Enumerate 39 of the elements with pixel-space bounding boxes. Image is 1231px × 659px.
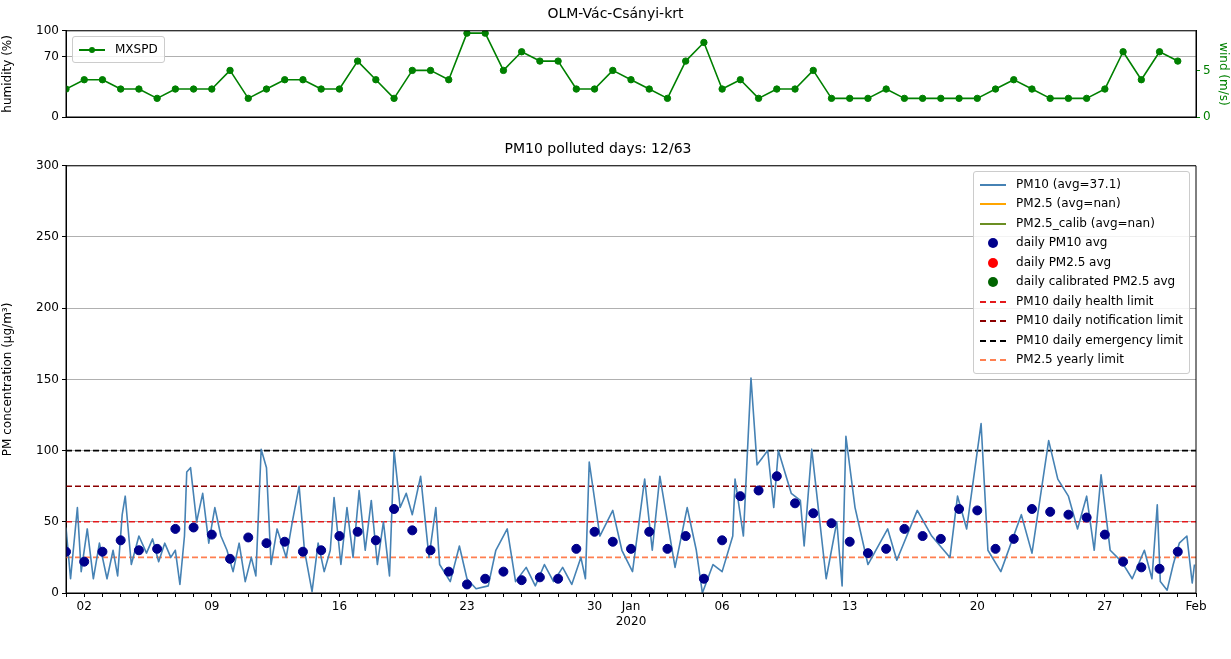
y-tick-label: 50 [43,513,59,528]
x-tick-label: 09 [204,599,220,614]
x-tick-label: 13 [842,599,858,614]
legend-label: PM2.5 (avg=nan) [1016,195,1121,213]
y-tick-label: 100 [36,442,59,457]
legend-label: MXSPD [115,40,158,58]
legend-label: PM10 daily health limit [1016,292,1154,310]
legend-label: PM2.5 yearly limit [1016,351,1124,369]
chart-title: OLM-Vác-Csányi-krt [547,5,685,22]
y-tick-label: 150 [36,371,59,386]
legend-label: daily calibrated PM2.5 avg [1016,273,1176,291]
x-tick-label: Feb [1185,599,1207,614]
y-tick-label: 0 [51,585,59,600]
x-tick-label: 20 [969,599,985,614]
legend-label: PM10 daily emergency limit [1016,331,1183,349]
x-tick-label: 23 [459,599,475,614]
legend-label: PM2.5_calib (avg=nan) [1016,214,1155,232]
x-tick-label: 27 [1097,599,1113,614]
y2-tick-label: 0 [1203,109,1211,124]
y-tick-label: 200 [36,300,59,315]
y-tick-label: 250 [36,229,59,244]
x-tick-label: 06 [714,599,730,614]
legend-label: PM10 (avg=37.1) [1016,175,1121,193]
x-tick-label: 30 [586,599,603,614]
y-tick-label: 300 [36,157,59,172]
legend-label: daily PM2.5 avg [1016,253,1112,271]
y-axis-title: humidity (%) [0,35,15,113]
x-tick-label: 02 [76,599,92,614]
x-tick-label: 16 [331,599,348,614]
chart-title: PM10 polluted days: 12/63 [504,140,692,157]
y-tick-label: 70 [43,48,59,63]
legend-label: PM10 daily notification limit [1016,312,1183,330]
legend-label: daily PM10 avg [1016,234,1108,252]
y-tick-label: 0 [51,109,59,124]
y-tick-label: 100 [36,22,59,37]
y2-tick-label: 5 [1203,62,1211,77]
x-tick-label: Jan 2020 [615,599,647,628]
y2-axis-title: wind (m/s) [1216,42,1231,106]
y-axis-title: PM concentration (µg/m³) [0,302,15,457]
